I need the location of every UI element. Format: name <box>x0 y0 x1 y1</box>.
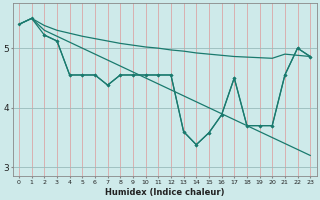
X-axis label: Humidex (Indice chaleur): Humidex (Indice chaleur) <box>105 188 224 197</box>
